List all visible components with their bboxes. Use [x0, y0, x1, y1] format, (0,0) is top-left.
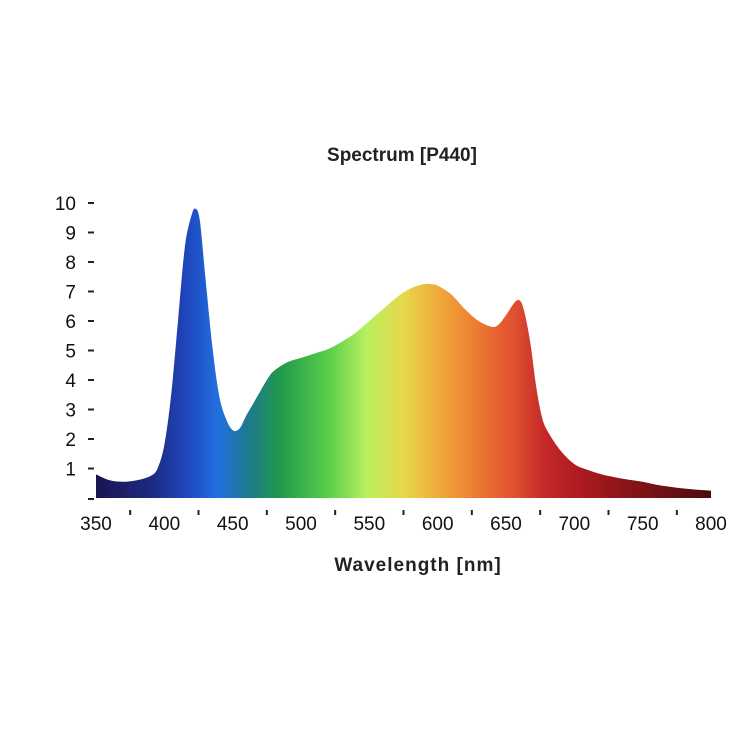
chart-title: Spectrum [P440] — [327, 145, 477, 166]
x-tick-label: 400 — [148, 514, 180, 535]
x-tick-label: 650 — [490, 514, 522, 535]
y-tick-label: 4 — [65, 371, 76, 392]
y-tick-label: 1 — [65, 460, 76, 481]
plot-area — [96, 208, 711, 498]
y-axis: 1 2 3 4 5 6 7 8 9 10 — [55, 194, 94, 500]
x-tick-label: 550 — [353, 514, 385, 535]
y-tick-label: 7 — [65, 283, 76, 304]
x-tick-label: 800 — [695, 514, 727, 535]
x-tick-label: 500 — [285, 514, 317, 535]
x-tick-label: 700 — [558, 514, 590, 535]
x-tick-label: 600 — [422, 514, 454, 535]
y-tick-label: 3 — [65, 401, 76, 422]
y-tick-label: 5 — [65, 342, 76, 363]
y-tick-label: 2 — [65, 430, 76, 451]
y-tick-label: 6 — [65, 312, 76, 333]
x-tick-label: 450 — [217, 514, 249, 535]
spectrum-area — [96, 208, 711, 498]
x-tick-label: 750 — [627, 514, 659, 535]
x-axis: 350 400 450 500 550 600 650 700 750 800 — [80, 510, 727, 535]
x-tick-label: 350 — [80, 514, 112, 535]
y-tick-label: 10 — [55, 194, 76, 215]
y-tick-label: 8 — [65, 253, 76, 274]
x-axis-label: Wavelength [nm] — [334, 555, 501, 576]
y-tick-label: 9 — [65, 224, 76, 245]
